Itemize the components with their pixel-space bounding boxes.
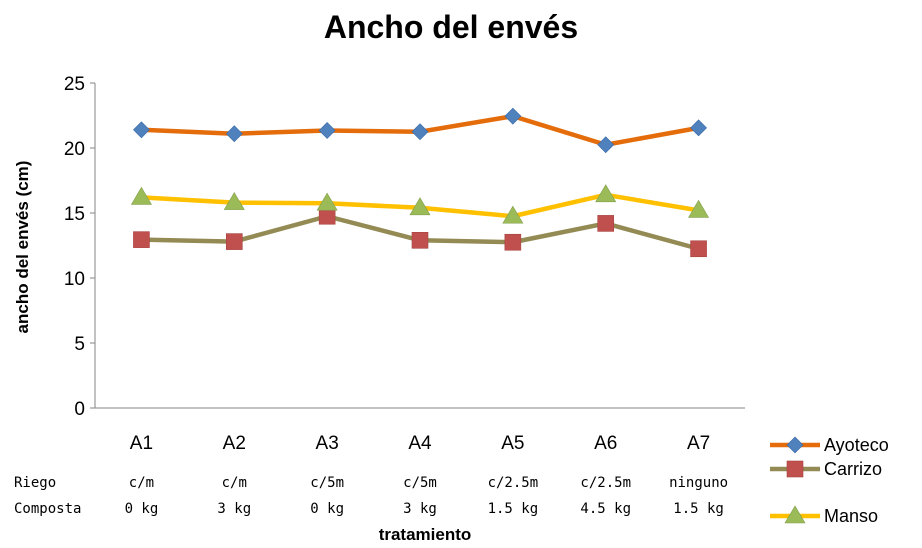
y-tick-label: 10 xyxy=(64,269,85,290)
riego-cell: c/5m xyxy=(403,475,437,491)
data-point xyxy=(411,123,429,141)
x-tick-label: A4 xyxy=(408,433,432,454)
chart-title: Ancho del envés xyxy=(324,9,578,45)
y-tick-label: 5 xyxy=(74,334,85,355)
composta-cell: 0 kg xyxy=(310,501,344,517)
legend-item-ayoteco: Ayoteco xyxy=(770,435,889,455)
y-tick-label: 0 xyxy=(74,399,85,420)
x-tick-label: A2 xyxy=(223,433,246,454)
y-axis-label: ancho del envés (cm) xyxy=(13,161,32,334)
series-layer xyxy=(130,107,710,258)
data-point xyxy=(225,233,243,250)
legend-label: Manso xyxy=(824,506,878,526)
series-carrizo xyxy=(133,207,707,258)
x-tick-label: A3 xyxy=(316,433,339,454)
legend: Ayoteco Carrizo Manso xyxy=(770,435,889,526)
composta-cell: 1.5 kg xyxy=(673,501,724,517)
y-tick-label: 25 xyxy=(64,74,85,95)
data-point xyxy=(504,233,522,251)
legend-item-manso: Manso xyxy=(770,505,878,526)
composta-cell: 0 kg xyxy=(125,501,159,517)
data-point xyxy=(130,186,152,205)
data-point xyxy=(502,205,524,224)
data-point xyxy=(318,122,336,139)
composta-cell: 1.5 kg xyxy=(488,501,539,517)
composta-cell: 4.5 kg xyxy=(580,501,631,517)
riego-cell: c/5m xyxy=(310,475,344,491)
legend-item-carrizo: Carrizo xyxy=(770,459,882,479)
data-point xyxy=(133,231,150,248)
axes: 0 5 10 15 20 25 A1 A2 A3 A4 A5 A6 A7 xyxy=(64,74,745,454)
y-tick-label: 15 xyxy=(64,204,85,225)
data-point xyxy=(133,121,150,139)
riego-cell: c/2.5m xyxy=(488,475,539,491)
composta-cell: 3 kg xyxy=(403,501,437,517)
data-point xyxy=(690,240,707,258)
x-tick-label: A1 xyxy=(130,433,153,454)
riego-cell: c/m xyxy=(129,475,154,491)
riego-cell: c/m xyxy=(222,475,247,491)
legend-marker xyxy=(786,460,804,478)
series-manso xyxy=(130,184,710,224)
data-point xyxy=(597,136,615,154)
x-tick-label: A5 xyxy=(501,433,524,454)
legend-marker xyxy=(786,436,804,454)
data-point xyxy=(595,184,617,203)
row-label-riego: Riego xyxy=(14,475,56,491)
data-point xyxy=(688,199,710,218)
composta-cell: 3 kg xyxy=(217,501,251,517)
y-tick-label: 20 xyxy=(64,139,85,160)
riego-cell: ninguno xyxy=(669,475,728,491)
data-point xyxy=(318,207,336,225)
series-ayoteco xyxy=(133,107,707,154)
data-point xyxy=(409,197,431,216)
x-axis-label: tratamiento xyxy=(379,525,472,544)
x-tick-label: A6 xyxy=(594,433,617,454)
legend-marker xyxy=(784,505,806,524)
x-tick-label: A7 xyxy=(687,433,710,454)
category-table: Riego Composta c/m c/m c/5m c/5m c/2.5m c/2.5m n… xyxy=(14,475,728,517)
row-label-composta: Composta xyxy=(14,501,81,517)
data-point xyxy=(690,119,707,137)
data-point xyxy=(316,192,338,211)
data-point xyxy=(597,215,615,232)
data-point xyxy=(225,125,243,143)
legend-label: Ayoteco xyxy=(824,435,889,455)
legend-label: Carrizo xyxy=(824,459,882,479)
riego-cell: c/2.5m xyxy=(580,475,631,491)
data-point xyxy=(504,107,522,125)
data-point xyxy=(223,192,245,210)
data-point xyxy=(411,232,429,249)
